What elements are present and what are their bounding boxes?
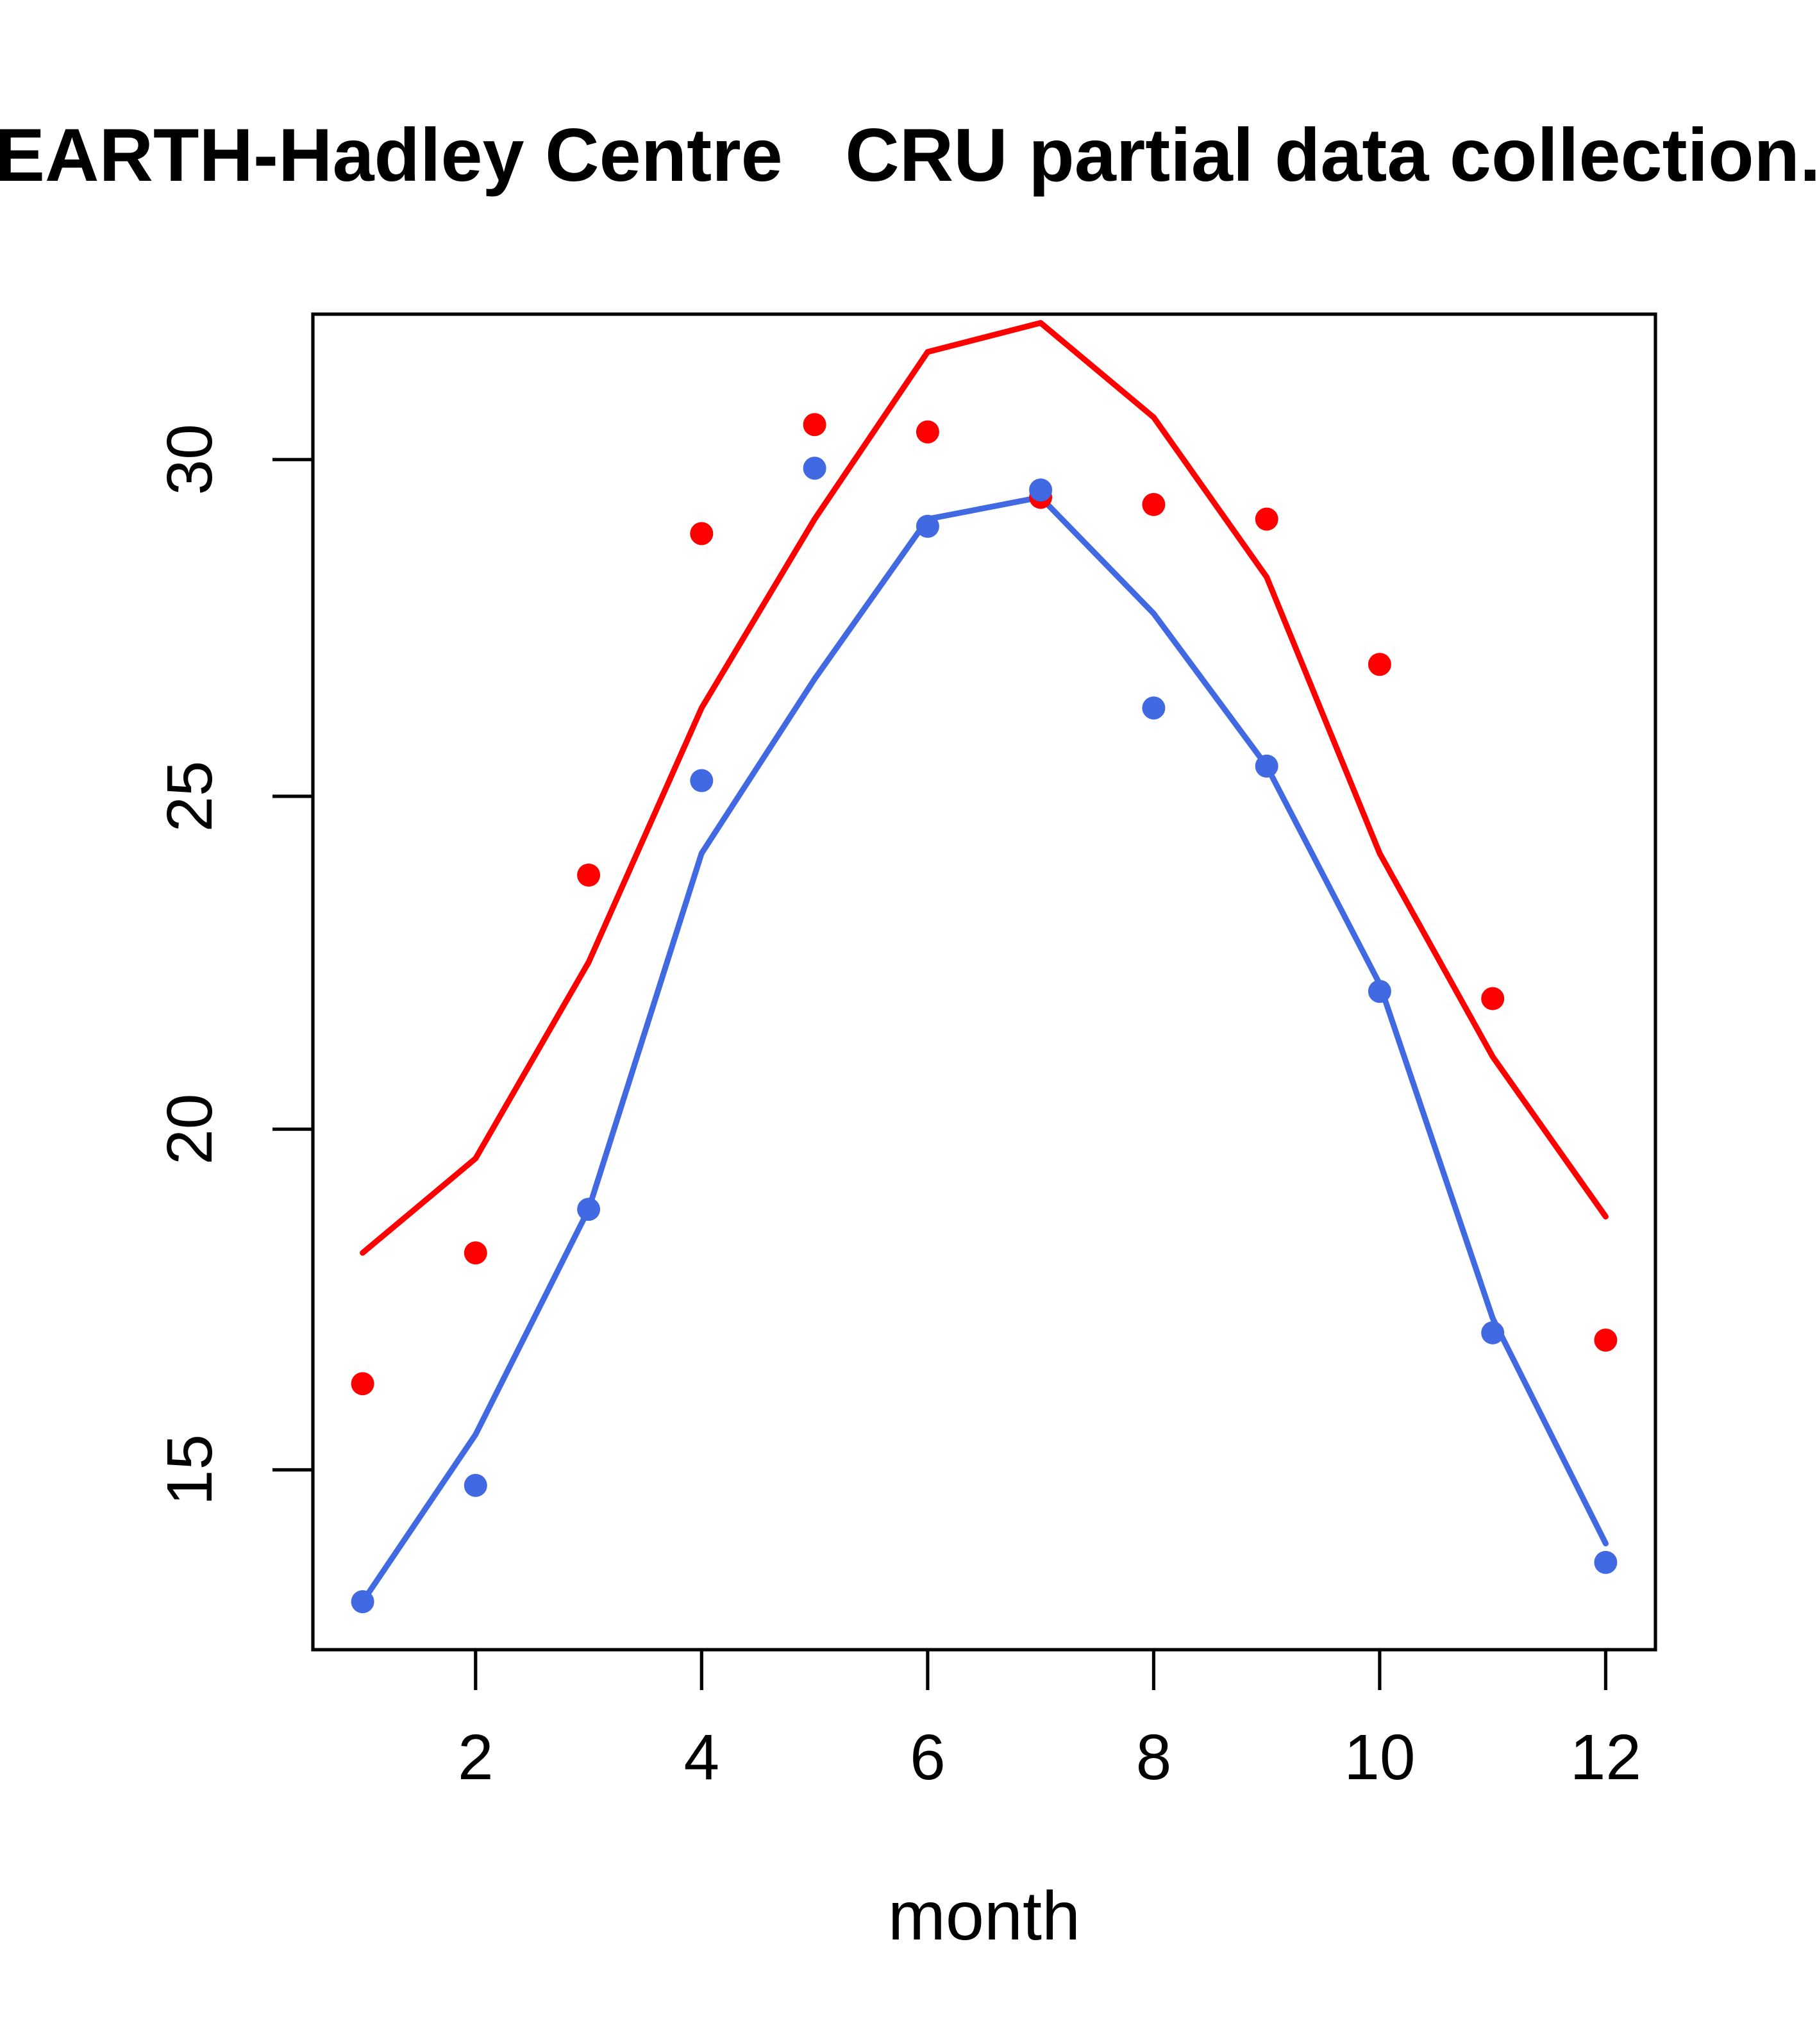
- svg-text:20: 20: [154, 1094, 226, 1165]
- svg-text:6: 6: [910, 1721, 946, 1793]
- svg-text:30: 30: [154, 424, 226, 495]
- svg-text:month: month: [888, 1877, 1080, 1954]
- svg-text:10: 10: [1344, 1721, 1415, 1793]
- svg-text:8: 8: [1136, 1721, 1172, 1793]
- svg-text:4: 4: [683, 1721, 719, 1793]
- svg-text:25: 25: [154, 760, 226, 832]
- svg-text:2: 2: [458, 1721, 494, 1793]
- svg-text:15: 15: [154, 1434, 226, 1505]
- svg-text:12: 12: [1570, 1721, 1641, 1793]
